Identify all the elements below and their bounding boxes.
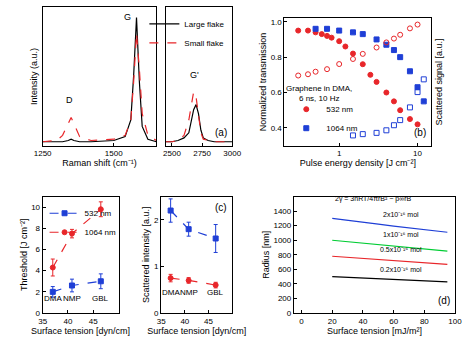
svg-text:0.4: 0.4 [271, 124, 283, 133]
svg-text:(b): (b) [414, 127, 426, 138]
svg-text:2: 2 [154, 216, 159, 225]
svg-text:2γ = 3nRT/4πrB² − p∞rB: 2γ = 3nRT/4πrB² − p∞rB [335, 195, 412, 203]
svg-text:100: 100 [448, 317, 462, 326]
svg-text:Normalized transmission: Normalized transmission [258, 33, 268, 132]
svg-text:80: 80 [420, 317, 429, 326]
svg-text:1400: 1400 [273, 207, 291, 216]
svg-text:Surface tension [dyn/cm]: Surface tension [dyn/cm] [31, 326, 130, 336]
svg-text:D: D [66, 95, 73, 105]
svg-text:NMP: NMP [180, 288, 198, 297]
svg-text:1250: 1250 [34, 149, 52, 158]
svg-text:200: 200 [278, 294, 292, 303]
svg-text:DMA: DMA [44, 294, 62, 303]
svg-text:Surface tension [mJ/m²]: Surface tension [mJ/m²] [327, 326, 422, 336]
svg-text:45: 45 [204, 317, 213, 326]
svg-text:Scattered intensity [a.u.]: Scattered intensity [a.u.] [141, 207, 151, 304]
svg-text:600: 600 [278, 265, 292, 274]
svg-text:0: 0 [299, 317, 304, 326]
svg-text:GBL: GBL [92, 294, 109, 303]
svg-text:1000: 1000 [273, 236, 291, 245]
svg-text:0.2x10⁻¹⁶ mol: 0.2x10⁻¹⁶ mol [380, 266, 422, 273]
svg-text:40: 40 [358, 317, 367, 326]
svg-text:G': G' [190, 70, 199, 80]
svg-text:NMP: NMP [63, 294, 81, 303]
svg-text:1500: 1500 [105, 149, 123, 158]
svg-text:1: 1 [337, 149, 342, 158]
svg-text:Pulse energy density [J cm⁻²]: Pulse energy density [J cm⁻²] [300, 158, 416, 168]
svg-text:Intensity (a.u.): Intensity (a.u.) [29, 48, 39, 105]
svg-text:0.5x10⁻¹⁶ mol: 0.5x10⁻¹⁶ mol [380, 246, 422, 253]
svg-text:6: 6 [36, 245, 41, 254]
svg-text:10: 10 [31, 203, 40, 212]
svg-text:2: 2 [36, 288, 41, 297]
svg-text:1.0: 1.0 [271, 18, 283, 27]
svg-text:0.6: 0.6 [271, 88, 283, 97]
svg-text:1064 nm: 1064 nm [85, 228, 116, 237]
svg-text:Small flake: Small flake [184, 39, 224, 48]
svg-text:2x10⁻¹⁶ mol: 2x10⁻¹⁶ mol [383, 211, 419, 218]
svg-text:0: 0 [36, 309, 41, 318]
svg-text:Radius [nm]: Radius [nm] [261, 231, 271, 279]
svg-text:DMA: DMA [162, 288, 180, 297]
svg-text:Scattered signal [a.u.]: Scattered signal [a.u.] [434, 38, 444, 125]
svg-text:0: 0 [287, 309, 292, 318]
svg-text:0: 0 [154, 309, 159, 318]
svg-text:35: 35 [38, 317, 47, 326]
svg-text:Graphene in DMA,: Graphene in DMA, [286, 84, 352, 93]
svg-text:Threshold [J cm⁻²]: Threshold [J cm⁻²] [19, 219, 29, 292]
svg-text:2750: 2750 [193, 149, 211, 158]
svg-text:1: 1 [154, 262, 159, 271]
svg-text:Large flake: Large flake [184, 20, 224, 29]
svg-text:(a): (a) [215, 127, 227, 138]
svg-text:8: 8 [36, 224, 41, 233]
svg-text:4: 4 [36, 266, 41, 275]
svg-text:Raman shift (cm⁻¹): Raman shift (cm⁻¹) [62, 158, 137, 168]
svg-text:(c): (c) [215, 202, 227, 213]
svg-text:40: 40 [180, 317, 189, 326]
svg-text:GBL: GBL [207, 288, 224, 297]
svg-text:10: 10 [413, 149, 422, 158]
svg-text:532 nm: 532 nm [326, 105, 353, 114]
svg-text:35: 35 [157, 317, 166, 326]
svg-text:2500: 2500 [163, 149, 181, 158]
svg-text:45: 45 [89, 317, 98, 326]
svg-text:20: 20 [328, 317, 337, 326]
svg-text:1064 nm: 1064 nm [326, 124, 357, 133]
svg-text:0.8: 0.8 [271, 53, 283, 62]
svg-text:60: 60 [389, 317, 398, 326]
svg-text:532 nm: 532 nm [85, 209, 112, 218]
svg-text:800: 800 [278, 251, 292, 260]
svg-text:3000: 3000 [223, 149, 241, 158]
svg-text:6 ns, 10 Hz: 6 ns, 10 Hz [299, 94, 339, 103]
svg-text:1200: 1200 [273, 221, 291, 230]
svg-text:(d): (d) [438, 295, 450, 306]
svg-text:40: 40 [63, 317, 72, 326]
svg-text:Surface tension [dyn/cm]: Surface tension [dyn/cm] [147, 326, 246, 336]
svg-text:400: 400 [278, 280, 292, 289]
svg-text:1x10⁻¹⁶ mol: 1x10⁻¹⁶ mol [383, 231, 419, 238]
svg-text:G: G [124, 12, 131, 22]
